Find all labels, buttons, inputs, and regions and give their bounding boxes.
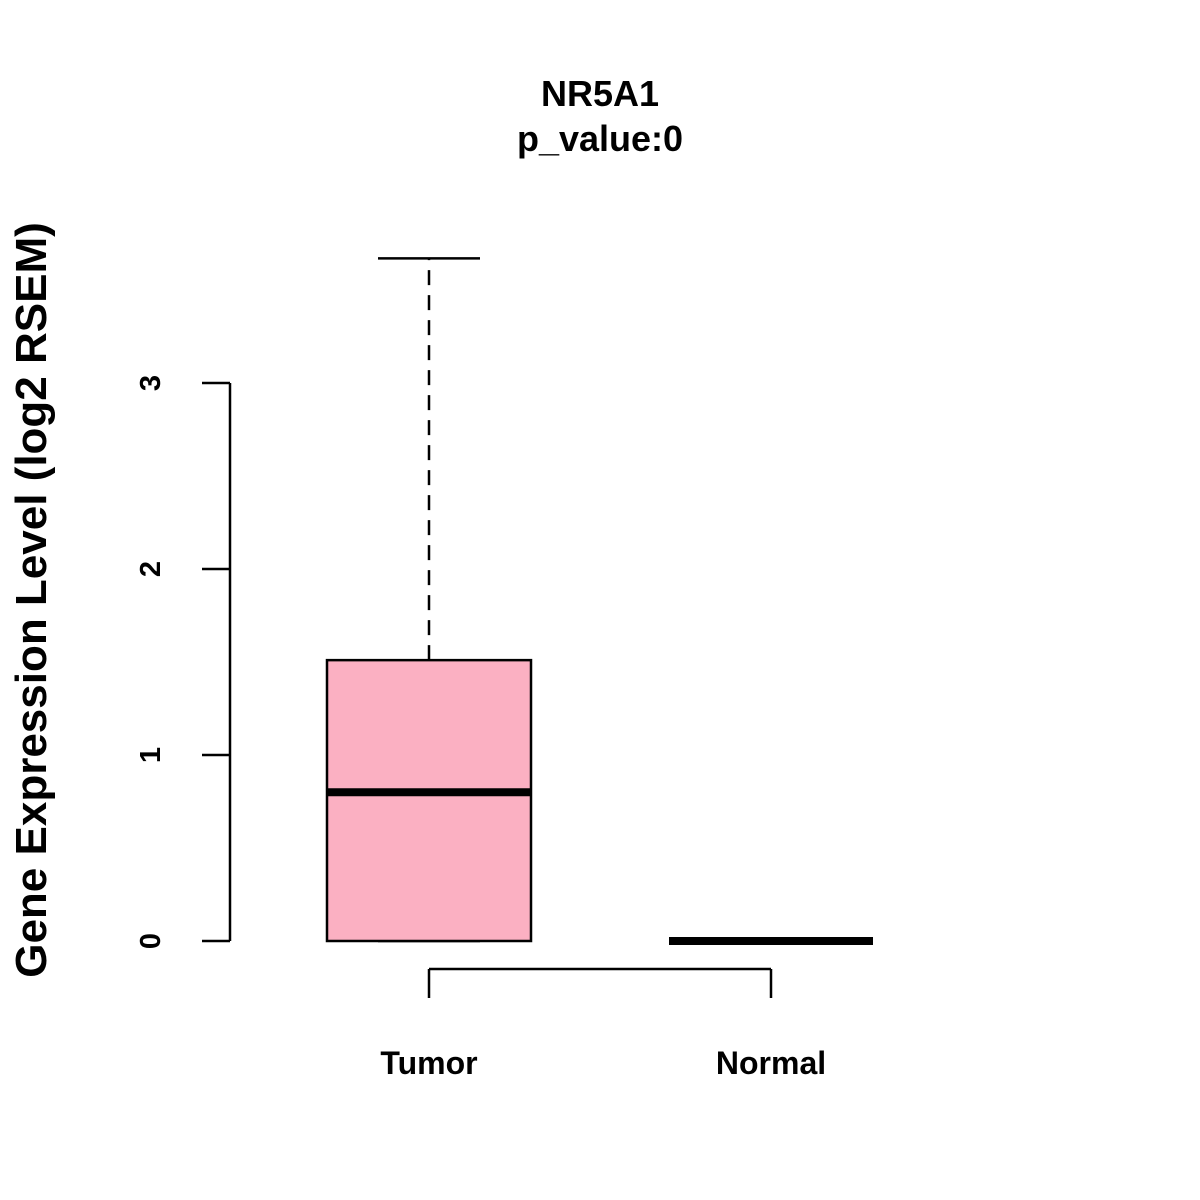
chart-subtitle: p_value:0 — [517, 118, 683, 159]
x-tick-label-tumor: Tumor — [380, 1045, 477, 1081]
chart-title: NR5A1 — [541, 73, 659, 114]
y-tick-label: 0 — [135, 933, 167, 949]
x-tick-label-normal: Normal — [716, 1045, 826, 1081]
x-axis: Tumor Normal — [380, 967, 826, 1081]
y-tick-label: 1 — [135, 747, 167, 763]
box-tumor — [325, 257, 533, 943]
y-axis: 0 1 2 3 — [135, 375, 232, 949]
y-tick-label: 2 — [135, 561, 167, 577]
box-iqr — [325, 658, 533, 943]
boxes — [325, 257, 873, 945]
y-axis-label: Gene Expression Level (log2 RSEM) — [7, 222, 56, 978]
y-tick-label: 3 — [135, 375, 167, 391]
